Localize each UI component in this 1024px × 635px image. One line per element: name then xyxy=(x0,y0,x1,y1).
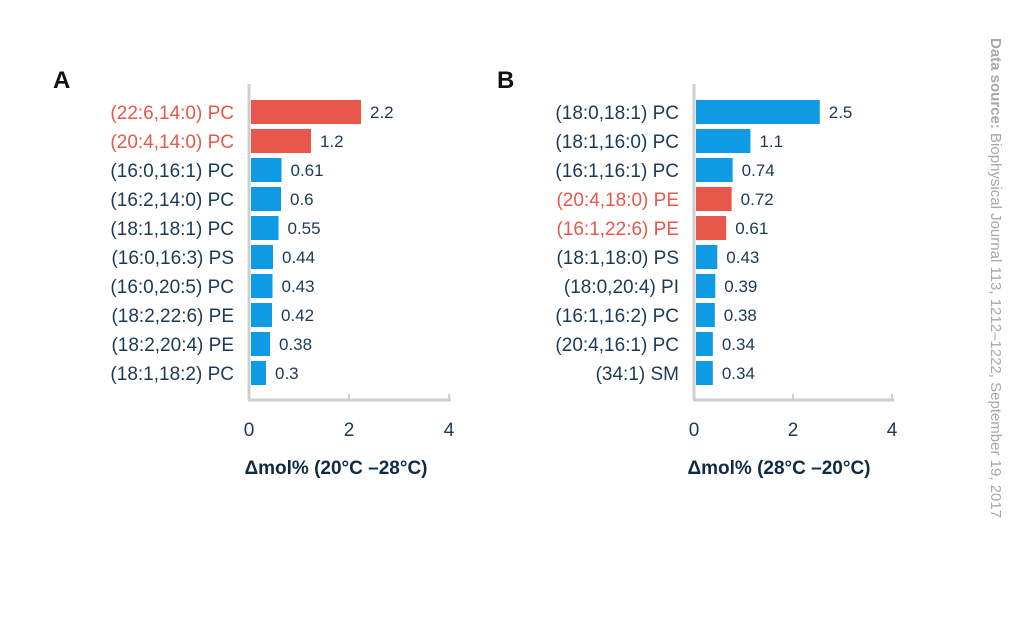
chart-a-bar-1 xyxy=(251,129,311,153)
chart-a-category-label-2: (16:0,16:1) PC xyxy=(110,161,234,182)
chart-b-category-label-2: (16:1,16:1) PC xyxy=(555,161,679,182)
chart-b-x-tick-label-1: 2 xyxy=(788,420,799,441)
chart-b-x-axis-title: Δmol% (28°C –20°C) xyxy=(687,458,870,479)
chart-b-category-label-0: (18:0,18:1) PC xyxy=(555,103,679,124)
chart-b-value-label-1: 1.1 xyxy=(759,132,783,151)
chart-a-bar-9 xyxy=(251,361,266,385)
chart-a-value-label-4: 0.55 xyxy=(288,219,321,238)
chart-b-category-label-9: (34:1) SM xyxy=(596,364,679,385)
chart-b-bar-4 xyxy=(696,216,727,240)
chart-b-bar-7 xyxy=(696,303,715,327)
chart-b-value-label-4: 0.61 xyxy=(735,219,768,238)
chart-a-value-label-0: 2.2 xyxy=(370,103,394,122)
chart-a-bar-5 xyxy=(251,245,273,269)
chart-a-category-label-5: (16:0,16:3) PS xyxy=(111,248,234,269)
chart-b-x-tick-label-0: 0 xyxy=(689,420,700,441)
chart-b-value-label-6: 0.39 xyxy=(724,277,757,296)
chart-b-bar-6 xyxy=(696,274,716,298)
chart-b-value-label-7: 0.38 xyxy=(724,306,757,325)
chart-b-bar-3 xyxy=(696,187,732,211)
chart-b-x-tick-label-2: 4 xyxy=(887,420,898,441)
chart-a-bar-2 xyxy=(251,158,282,182)
data-source-note: Data source: Biophysical Journal 113, 12… xyxy=(987,38,1004,518)
chart-a-category-label-1: (20:4,14:0) PC xyxy=(110,132,234,153)
chart-b-value-label-5: 0.43 xyxy=(726,248,759,267)
chart-b-category-label-3: (20:4,18:0) PE xyxy=(556,190,679,211)
chart-a-value-label-5: 0.44 xyxy=(282,248,315,267)
chart-a-x-axis-title: Δmol% (20°C –28°C) xyxy=(244,458,427,479)
chart-b-value-label-9: 0.34 xyxy=(722,364,755,383)
chart-b-bar-9 xyxy=(696,361,713,385)
data-source-label: Data source: xyxy=(987,38,1004,129)
chart-a-bar-3 xyxy=(251,187,281,211)
chart-a-category-label-0: (22:6,14:0) PC xyxy=(110,103,234,124)
chart-a-value-label-6: 0.43 xyxy=(282,277,315,296)
chart-b-bar-1 xyxy=(696,129,751,153)
chart-b-category-label-5: (18:1,18:0) PS xyxy=(556,248,679,269)
chart-b-value-label-8: 0.34 xyxy=(722,335,755,354)
chart-b-category-label-4: (16:1,22:6) PE xyxy=(556,219,679,240)
chart-a-category-label-7: (18:2,22:6) PE xyxy=(111,306,234,327)
chart-a-category-label-9: (18:1,18:2) PC xyxy=(110,364,234,385)
chart-a-bar-7 xyxy=(251,303,272,327)
chart-a-bar-0 xyxy=(251,100,361,124)
chart-a-x-tick-label-2: 4 xyxy=(444,420,455,441)
chart-a-x-tick-label-0: 0 xyxy=(244,420,255,441)
data-source-text: Biophysical Journal 113, 1212–1222, Sept… xyxy=(987,128,1004,519)
chart-a-category-label-4: (18:1,18:1) PC xyxy=(110,219,234,240)
chart-a-category-label-3: (16:2,14:0) PC xyxy=(110,190,234,211)
chart-a-value-label-2: 0.61 xyxy=(291,161,324,180)
chart-a-value-label-3: 0.6 xyxy=(290,190,314,209)
chart-b-category-label-7: (16:1,16:2) PC xyxy=(555,306,679,327)
chart-b-bar-5 xyxy=(696,245,718,269)
chart-a-x-tick-label-1: 2 xyxy=(344,420,355,441)
chart-b-bar-2 xyxy=(696,158,733,182)
chart-b-value-label-3: 0.72 xyxy=(741,190,774,209)
chart-b-category-label-1: (18:1,16:0) PC xyxy=(555,132,679,153)
chart-b-value-label-2: 0.74 xyxy=(742,161,775,180)
chart-b-bar-0 xyxy=(696,100,820,124)
chart-a-category-label-6: (16:0,20:5) PC xyxy=(110,277,234,298)
chart-a-value-label-8: 0.38 xyxy=(279,335,312,354)
chart-a-value-label-7: 0.42 xyxy=(281,306,314,325)
chart-a-category-label-8: (18:2,20:4) PE xyxy=(111,335,234,356)
chart-a-bar-4 xyxy=(251,216,279,240)
chart-b-panel-label: B xyxy=(497,67,514,94)
chart-a-bar-8 xyxy=(251,332,270,356)
chart-b-category-label-6: (18:0,20:4) PI xyxy=(564,277,679,298)
chart-a-value-label-1: 1.2 xyxy=(320,132,344,151)
chart-b-category-label-8: (20:4,16:1) PC xyxy=(555,335,679,356)
chart-a-bar-6 xyxy=(251,274,273,298)
chart-a-panel-label: A xyxy=(53,67,70,94)
chart-b-bar-8 xyxy=(696,332,713,356)
chart-a-value-label-9: 0.3 xyxy=(275,364,299,383)
chart-b-value-label-0: 2.5 xyxy=(829,103,853,122)
